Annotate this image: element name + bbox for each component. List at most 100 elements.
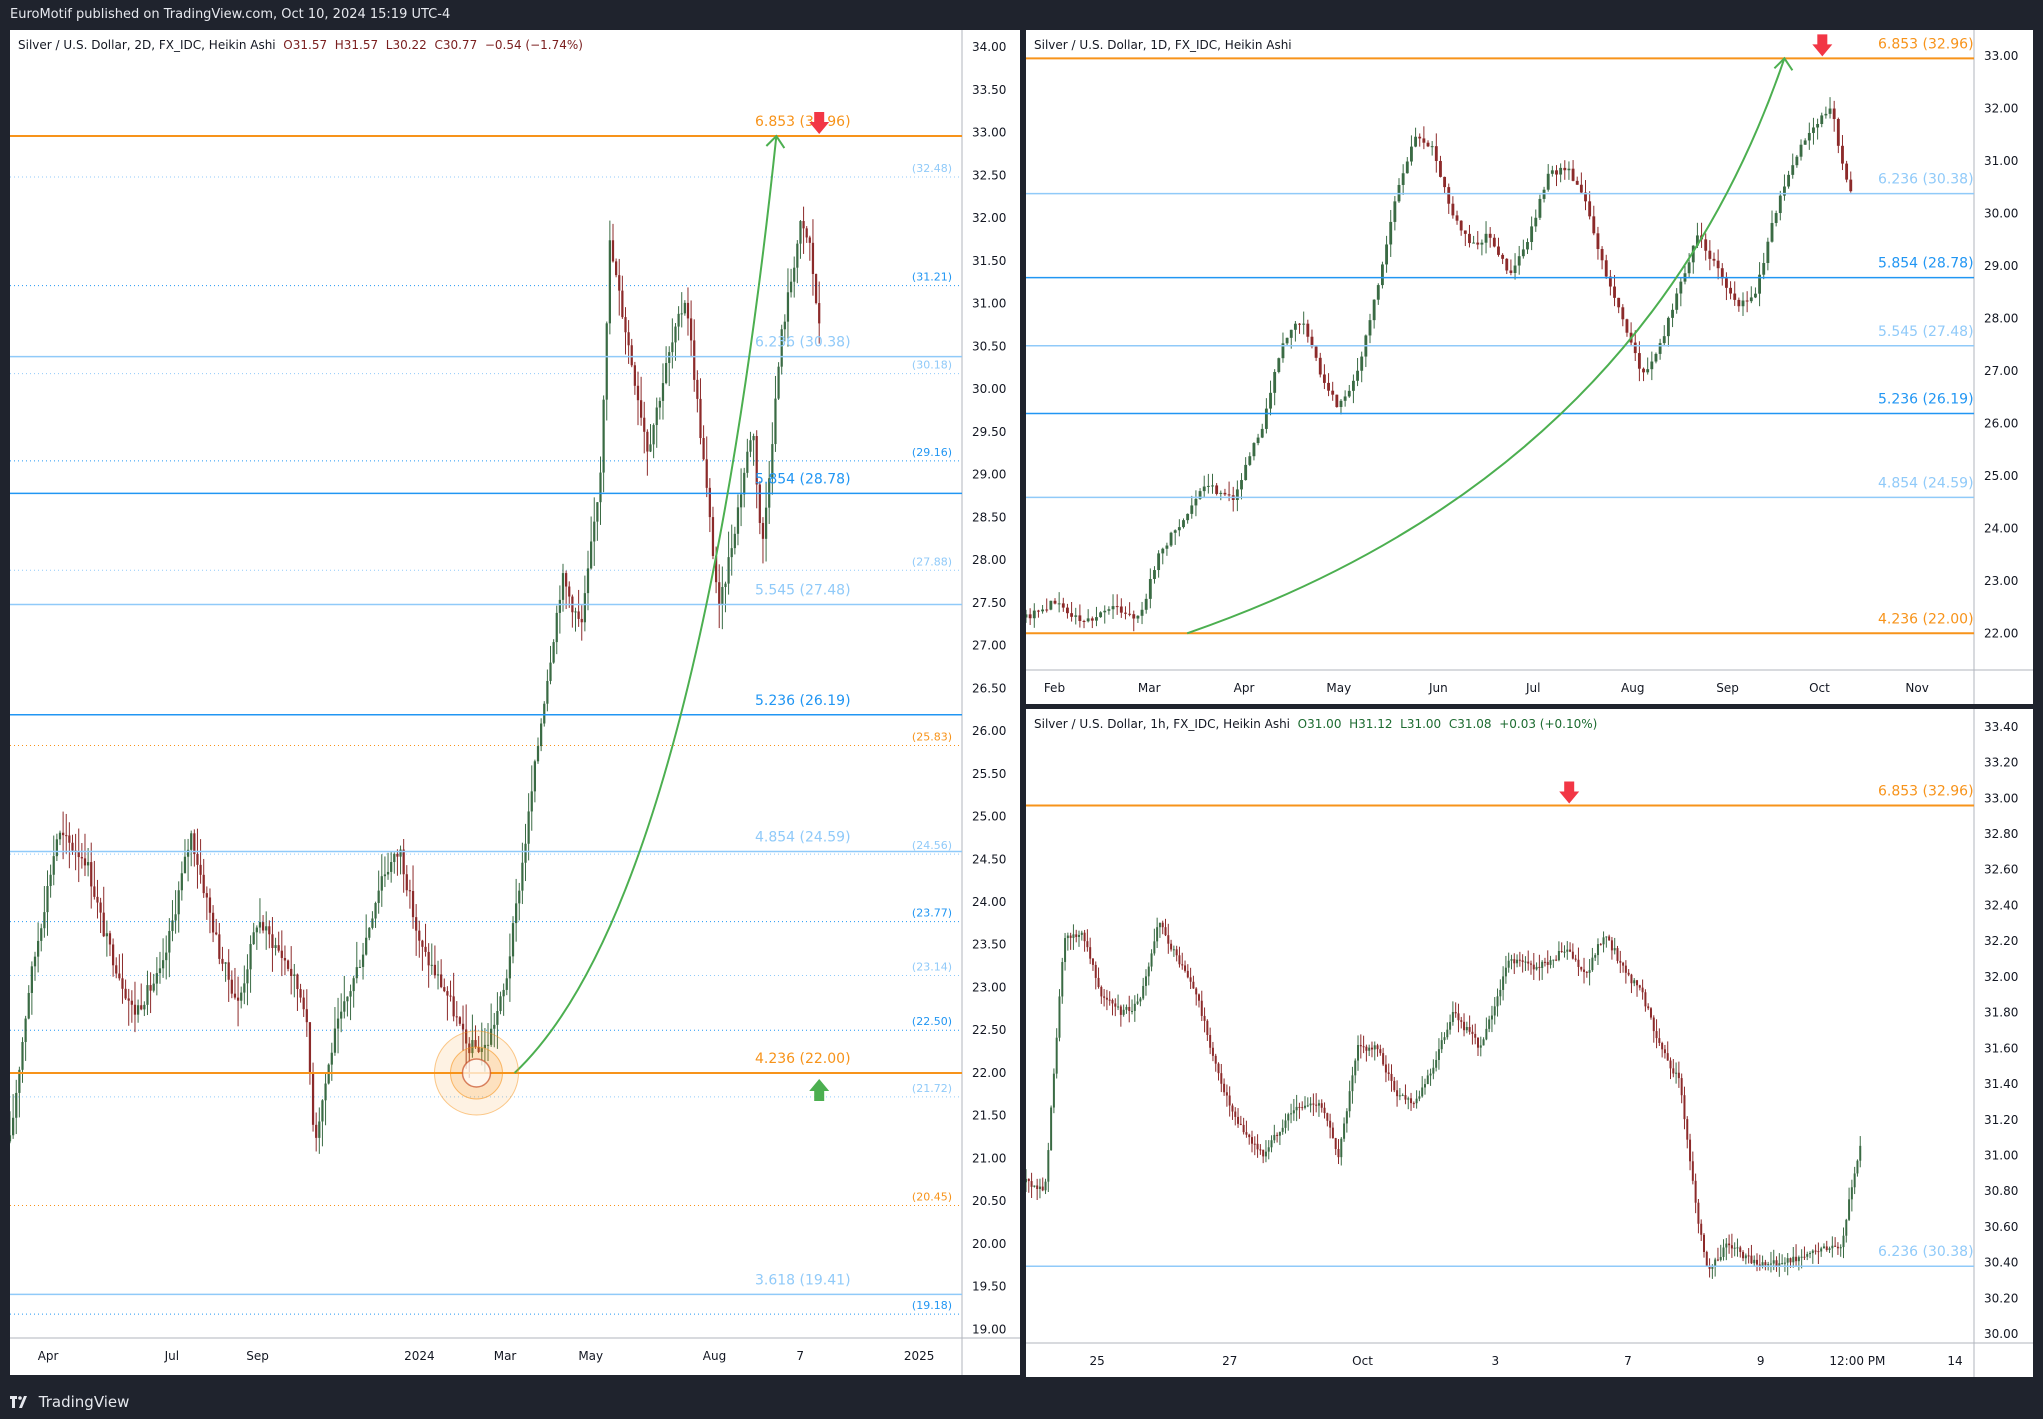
candle-body bbox=[1691, 245, 1695, 263]
price-tick-label: 32.00 bbox=[1984, 970, 2018, 984]
candle-body bbox=[1642, 368, 1645, 373]
candle-body bbox=[55, 839, 58, 857]
candle-body bbox=[1227, 494, 1231, 496]
candle-body bbox=[1407, 1098, 1410, 1100]
candle-body bbox=[711, 517, 715, 556]
candle-body bbox=[568, 586, 571, 597]
candle-body bbox=[1156, 927, 1159, 942]
chart-legend-1h: Silver / U.S. Dollar, 1h, FX_IDC, Heikin… bbox=[1034, 717, 1597, 731]
candle-body bbox=[1596, 944, 1599, 956]
candle-body bbox=[1754, 293, 1757, 298]
candle-body bbox=[689, 318, 693, 341]
candle-body bbox=[1103, 996, 1106, 998]
candle-body bbox=[1513, 959, 1516, 964]
time-tick-label: 7 bbox=[796, 1349, 804, 1363]
candle-body bbox=[290, 968, 293, 977]
price-tick-label: 32.60 bbox=[1984, 863, 2018, 877]
legend-symbol: Silver / U.S. Dollar, 1D, FX_IDC, Heikin… bbox=[1034, 38, 1292, 52]
candle-body bbox=[1273, 371, 1277, 393]
candle-body bbox=[118, 973, 121, 979]
candle-body bbox=[1050, 1107, 1053, 1151]
candle-body bbox=[1633, 342, 1637, 354]
candle-body bbox=[1783, 186, 1786, 196]
candle-body bbox=[1588, 970, 1591, 973]
candle-body bbox=[1370, 1047, 1373, 1050]
candle-body bbox=[1479, 1045, 1482, 1048]
candle-body bbox=[615, 261, 618, 276]
candle-body bbox=[1636, 980, 1639, 986]
candle-body bbox=[1435, 1059, 1438, 1068]
candle-body bbox=[261, 922, 265, 931]
candle-body bbox=[1270, 1140, 1273, 1148]
sell-arrow-icon bbox=[1559, 781, 1580, 804]
candle-body bbox=[1550, 170, 1554, 174]
candle-body bbox=[1527, 961, 1530, 964]
time-tick-label: Jul bbox=[164, 1349, 179, 1363]
chart-1d-svg[interactable]: 33.00 32.00 31.00 30.00 29.00 28.00 27.00 26.00… bbox=[1026, 30, 2033, 704]
candle-body bbox=[1451, 203, 1455, 216]
candle-body bbox=[305, 1009, 308, 1023]
candle-body bbox=[1831, 1245, 1834, 1249]
candle-body bbox=[280, 950, 283, 958]
publish-info: EuroMotif published on TradingView.com, … bbox=[10, 7, 451, 22]
candle-body bbox=[1177, 527, 1181, 531]
candle-body bbox=[739, 494, 743, 508]
fib-level-label: 6.853 (32.96) bbox=[1878, 36, 1974, 52]
chart-legend-1d: Silver / U.S. Dollar, 1D, FX_IDC, Heikin… bbox=[1034, 38, 1292, 52]
candle-body bbox=[1504, 967, 1507, 977]
candle-body bbox=[1293, 323, 1297, 330]
candle-body bbox=[1490, 1015, 1493, 1020]
publish-info-bar: EuroMotif published on TradingView.com, … bbox=[0, 0, 2043, 30]
chart-panel-2d[interactable]: 34.00 33.50 33.00 32.50 32.00 31.50 31.00 30.50… bbox=[10, 30, 1020, 1375]
time-tick-label: Nov bbox=[1905, 681, 1928, 695]
candle-body bbox=[371, 918, 374, 928]
candle-body bbox=[1463, 1021, 1466, 1031]
chart-1h-svg[interactable]: 33.40 33.20 33.00 32.80 32.60 32.40 32.20 32.00… bbox=[1026, 709, 2033, 1377]
candle-body bbox=[518, 890, 521, 904]
candle-body bbox=[1559, 167, 1563, 175]
candle-body bbox=[1621, 307, 1625, 320]
candle-body bbox=[1070, 613, 1074, 617]
candle-body bbox=[1575, 180, 1579, 185]
candle-body bbox=[155, 973, 158, 984]
candle-body bbox=[1694, 1180, 1697, 1203]
candle-body bbox=[1182, 520, 1185, 528]
candle-body bbox=[1343, 1123, 1346, 1139]
price-tick-label: 25.00 bbox=[972, 810, 1006, 824]
candle-body bbox=[1219, 492, 1223, 494]
candle-body bbox=[480, 1048, 483, 1052]
price-tick-label: 23.00 bbox=[1984, 574, 2018, 588]
candle-body bbox=[1103, 610, 1107, 613]
candle-body bbox=[1574, 958, 1577, 960]
chart-2d-svg[interactable]: 34.00 33.50 33.00 32.50 32.00 31.50 31.00 30.50… bbox=[10, 30, 1020, 1375]
candle-body bbox=[1502, 976, 1505, 990]
price-tick-label: 19.50 bbox=[972, 1280, 1006, 1294]
candle-body bbox=[471, 1040, 474, 1054]
candle-body bbox=[1317, 1103, 1320, 1106]
dotted-fib-label: (23.77) bbox=[912, 907, 952, 920]
chart-panel-1h[interactable]: 33.40 33.20 33.00 32.80 32.60 32.40 32.20 32.00… bbox=[1026, 709, 2033, 1377]
candle-body bbox=[1086, 618, 1090, 622]
candle-body bbox=[452, 996, 455, 1017]
price-tick-label: 20.50 bbox=[972, 1194, 1006, 1208]
candle-body bbox=[1778, 195, 1782, 214]
candle-body bbox=[1231, 1105, 1234, 1112]
candle-body bbox=[661, 383, 665, 401]
chart-legend-2d: Silver / U.S. Dollar, 2D, FX_IDC, Heikin… bbox=[18, 38, 583, 52]
candle-body bbox=[727, 557, 730, 584]
candle-body bbox=[1842, 1235, 1845, 1248]
candle-body bbox=[65, 835, 68, 837]
candle-body bbox=[1095, 617, 1098, 621]
candle-body bbox=[1136, 1001, 1139, 1004]
price-tick-label: 32.80 bbox=[1984, 827, 2018, 841]
candle-body bbox=[80, 857, 83, 859]
candle-body bbox=[1728, 1243, 1731, 1246]
candle-body bbox=[649, 444, 652, 452]
legend-close: C30.77 bbox=[434, 38, 478, 52]
candle-body bbox=[1214, 1055, 1217, 1064]
chart-panel-1d[interactable]: 33.00 32.00 31.00 30.00 29.00 28.00 27.00 26.00… bbox=[1026, 30, 2033, 704]
candle-body bbox=[199, 864, 202, 875]
candle-body bbox=[1638, 985, 1641, 988]
candle-body bbox=[1189, 977, 1192, 982]
candle-body bbox=[99, 902, 102, 913]
